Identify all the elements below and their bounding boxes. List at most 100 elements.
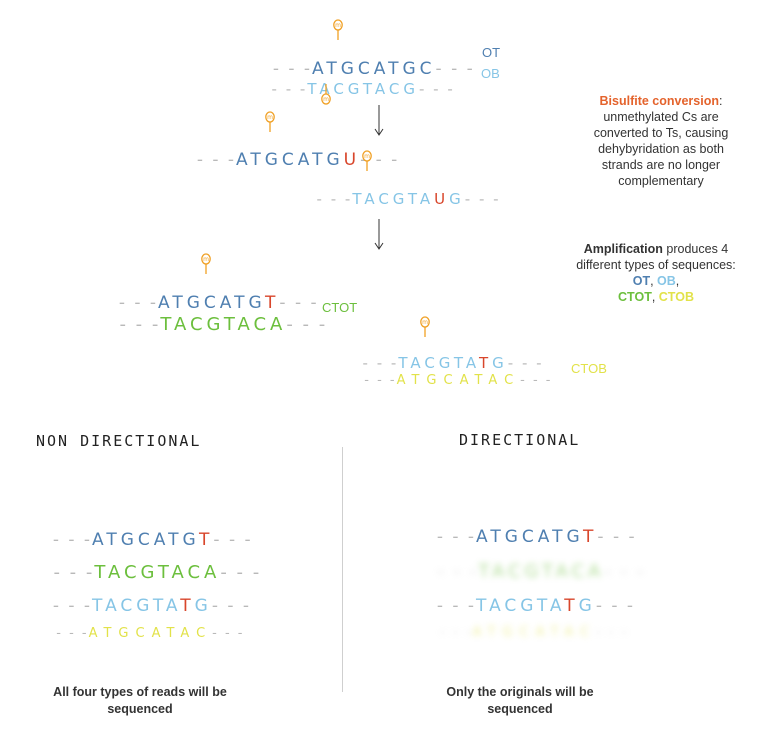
d-ctob-seq: ATGCATAC [472,625,597,640]
d-ot-seq: ATGCATG [476,527,584,547]
non-directional-heading: NON DIRECTIONAL [36,432,202,450]
dashes: - - - [53,562,95,583]
directional-heading: DIRECTIONAL [459,431,581,449]
d-ob-t: T [564,596,579,616]
d-ot-t: T [583,527,598,547]
methyl-pin-icon [264,111,276,133]
ot-seq-part1: ATGC [312,59,374,79]
d-ctot-seq: TACGTACA [478,561,605,582]
dashes: - - - [520,373,553,388]
bisulfite-text: : unmethylated Cs are converted to Ts, c… [593,94,729,188]
nd-ot-seq: ATGCATG [92,530,200,550]
dashes: - - - [272,59,313,79]
amplified-strand-a-bottom: - - -TACGTACA- - - [100,298,327,334]
amplification-note: Amplification produces 4 different types… [566,241,746,305]
dashes: - - - [464,190,501,208]
converted-a-seq: ATGCATG [236,150,344,170]
dashes: - - - [279,293,319,313]
dashes: - - - [604,561,646,582]
bisulfite-note: Bisulfite conversion: unmethylated Cs ar… [576,93,746,189]
amp-b-top-g: G [492,354,508,372]
ot-strand: - - -ATGCATGC- - - [254,44,475,78]
dashes: - - - [118,293,159,313]
dashes: - - - [211,596,252,616]
amplified-strand-b-top: - - -TACGTATG- - - [345,341,544,371]
nd-ob-seq: TACGTA [92,596,181,616]
methyl-pin-icon [320,83,332,105]
converted-b-u: U [434,190,450,208]
dashes: - - - [507,354,544,372]
dashes: - - - [364,373,397,388]
nd-ctot-seq: TACGTACA [94,562,221,583]
dashes: - - - [213,530,253,550]
amp-a-top-t: T [265,293,280,313]
dashes: - - - [52,596,93,616]
nd-read-ot: - - -ATGCATGT- - - [34,515,253,549]
ob-label: OB [481,66,500,81]
dashes: - - - [220,562,262,583]
amplified-strand-a-top: - - -ATGCATGT- - - [100,278,319,312]
converted-b-g: G [449,190,465,208]
methyl-pin-icon [332,19,344,41]
nd-ob-t: T [180,596,195,616]
amp-a-bottom-seq: TACGTACA [160,314,287,335]
amp-title: Amplification [583,242,663,256]
ob-strand: - - -TACGTACG- - - [254,67,455,97]
dashes: - - - [362,354,399,372]
dashes: - - - [212,626,245,641]
divider [342,447,343,692]
amp-ctob: CTOB [658,290,694,304]
nd-ctob-seq: ATGCATAC [88,626,213,641]
methyl-pin-icon [361,150,373,172]
nd-ob-g: G [194,596,212,616]
dashes: - - - [595,596,636,616]
dashes: - - - [437,561,479,582]
dashes: - - - [56,626,89,641]
amp-ob: OB [657,274,676,288]
amplified-strand-b-bottom: - - -ATGCATAC- - - [342,361,553,387]
ctob-label: CTOB [571,361,607,376]
dashes: - - - [119,314,161,335]
converted-strand-b: - - -TACGTAUG- - - [299,177,501,207]
dashes: - - - [596,625,629,640]
dashes: - - - [436,527,477,547]
converted-a-u: U [343,150,361,170]
dashes: - - - [440,625,473,640]
d-read-ob: - - -TACGTATG- - - [418,581,635,615]
bisulfite-title: Bisulfite conversion [599,94,719,108]
dashes: - - - [316,190,353,208]
amp-ot: OT [632,274,651,288]
amp-b-bottom-seq: ATGCATAC [396,373,521,388]
methyl-pin-icon [200,253,212,275]
converted-b-seq: TACGTA [352,190,435,208]
amp-sep: , [651,290,659,304]
ob-seq: TACGTACG [307,80,419,98]
down-arrow-icon [374,105,384,136]
dashes: - - - [52,530,93,550]
d-read-ctob-faded: - - -ATGCATAC- - - [418,613,629,639]
nd-read-ctob: - - -ATGCATAC- - - [34,614,245,640]
d-ob-seq: TACGTA [476,596,565,616]
dashes: - - - [597,527,637,547]
d-ob-g: G [578,596,596,616]
ot-label: OT [482,45,501,60]
amp-text: produces 4 different types of sequences: [576,242,736,272]
directional-caption: Only the originals will be sequenced [446,685,594,716]
d-read-ctot-faded: - - -TACGTACA- - - [418,545,645,581]
dashes: - - - [271,80,308,98]
dashes: - - - [436,596,477,616]
dashes: - - - [286,314,328,335]
amp-sep: , [650,274,658,288]
amp-ctot: CTOT [618,290,652,304]
amp-b-top-seq: TACGTA [398,354,479,372]
nd-ot-t: T [199,530,214,550]
amp-sep: , [675,274,680,288]
ctot-label: CTOT [322,300,358,315]
amp-b-top-t: T [478,354,493,372]
dashes: - - - [418,80,455,98]
dashes: - - - [435,59,475,79]
nd-read-ob: - - -TACGTATG- - - [34,581,251,615]
ot-seq-part2: ATGC [373,59,436,79]
nd-read-ctot: - - -TACGTACA- - - [34,546,261,582]
amp-a-top-seq: ATGCATG [158,293,266,313]
